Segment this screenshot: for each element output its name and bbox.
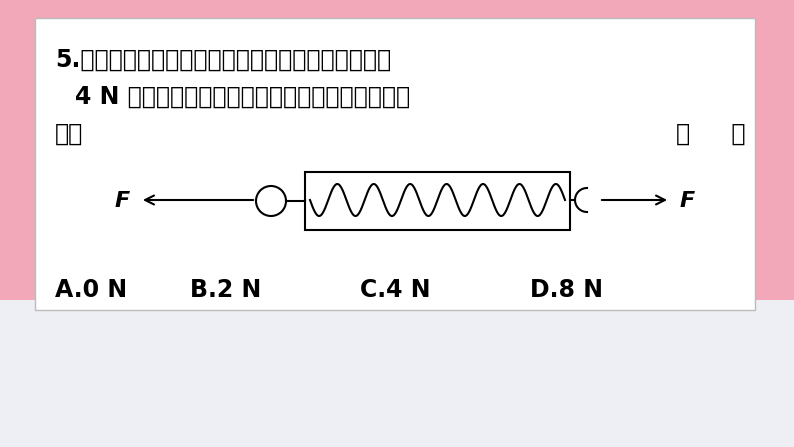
- Text: 5.如图所示，在弹簧测力计的两侧沿水平方向各施加: 5.如图所示，在弹簧测力计的两侧沿水平方向各施加: [55, 48, 391, 72]
- Bar: [305, 172, 570, 230]
- Text: D.8 N: D.8 N: [530, 278, 603, 302]
- Bar: [35, 18, 755, 310]
- Text: F: F: [680, 191, 696, 211]
- Text: （     ）: （ ）: [676, 122, 745, 146]
- Circle shape: [256, 186, 286, 216]
- Text: 4 N 的拉力并使其保持静止，此时弹簧测力计的示: 4 N 的拉力并使其保持静止，此时弹簧测力计的示: [75, 85, 410, 109]
- Text: 数为: 数为: [55, 122, 83, 146]
- Text: C.4 N: C.4 N: [360, 278, 430, 302]
- Text: B.2 N: B.2 N: [190, 278, 261, 302]
- Text: F: F: [115, 191, 130, 211]
- Text: A.0 N: A.0 N: [55, 278, 127, 302]
- Bar: [0, 300, 794, 447]
